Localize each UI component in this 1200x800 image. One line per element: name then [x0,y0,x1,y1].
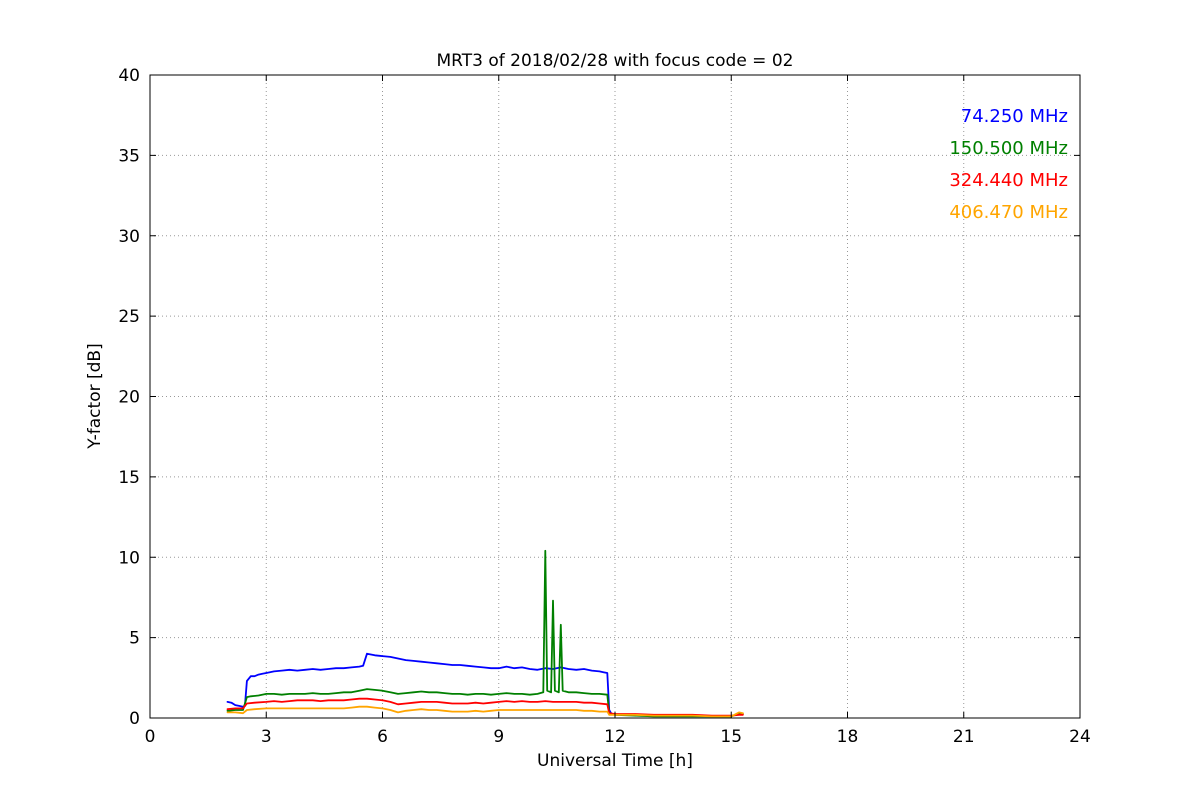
x-tick-label: 3 [261,727,272,747]
y-tick-label: 10 [118,548,140,568]
tick-label-layer: 0 3 6 9 12 15 18 21 24 0 5 10 15 20 25 30 35 40 [118,66,1090,747]
y-tick-label: 40 [118,66,140,86]
y-tick-label: 35 [118,146,140,166]
legend: 74.250 MHz 150.500 MHz 324.440 MHz 406.470 … [949,106,1068,223]
x-tick-label: 0 [145,727,156,747]
legend-entry: 150.500 MHz [949,138,1068,159]
series-line-150.500-MHz [226,549,744,718]
y-tick-label: 20 [118,388,140,408]
y-tick-label: 5 [129,629,140,649]
legend-entry: 406.470 MHz [949,202,1068,223]
y-tick-label: 15 [118,468,140,488]
series-line-324.440-MHz [226,697,744,717]
x-tick-label: 12 [604,727,626,747]
x-tick-label: 15 [720,727,742,747]
x-tick-label: 21 [953,727,975,747]
series-layer [226,549,744,718]
y-tick-label: 30 [118,227,140,247]
x-tick-label: 24 [1069,727,1091,747]
x-axis-label: Universal Time [h] [537,751,693,771]
y-tick-label: 0 [129,709,140,729]
series-line-406.470-MHz [226,705,744,718]
y-tick-label: 25 [118,307,140,327]
y-axis-label: Y-factor [dB] [85,343,105,449]
chart-title: MRT3 of 2018/02/28 with focus code = 02 [437,51,794,71]
x-tick-label: 9 [493,727,504,747]
grid-layer [149,74,1081,719]
x-tick-label: 6 [377,727,388,747]
tick-layer [149,74,1081,719]
x-tick-label: 18 [837,727,859,747]
legend-entry: 324.440 MHz [949,170,1068,191]
legend-entry: 74.250 MHz [961,106,1068,127]
series-line-74.250-MHz [226,652,612,715]
